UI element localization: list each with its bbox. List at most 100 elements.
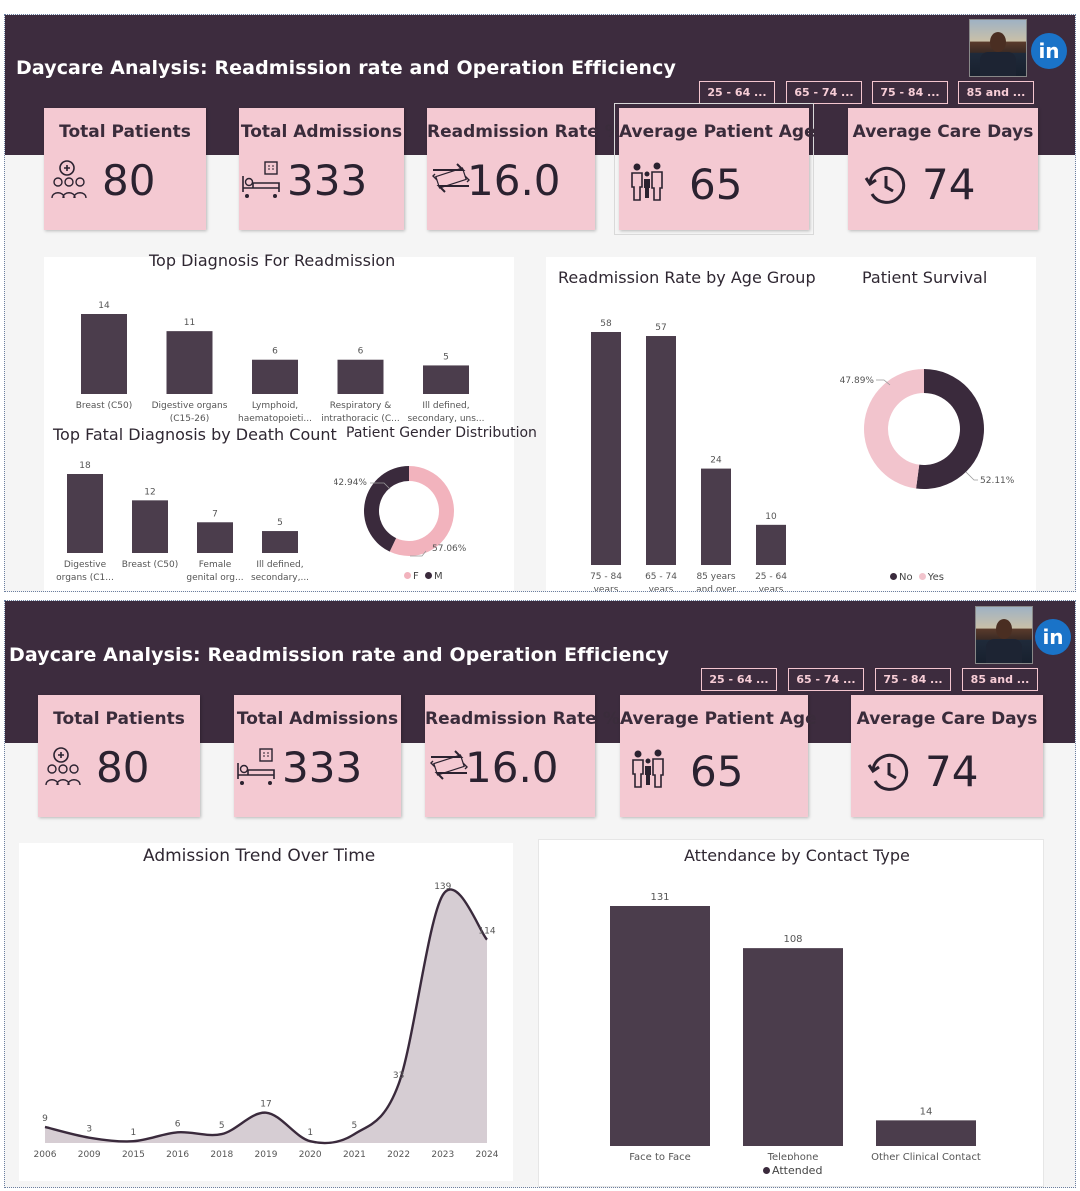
kpi-average-patient-age: Average Patient Age 65 [620, 695, 817, 817]
kpi-value: 74 [922, 160, 976, 209]
data-label: 18 [79, 461, 91, 471]
slicer-age-85-over[interactable]: 85 and ... [962, 668, 1038, 691]
kpi-label: Average Care Days [852, 122, 1034, 142]
bar [756, 524, 786, 565]
bar [132, 500, 168, 553]
x-tick-label: 2024 [476, 1150, 499, 1160]
slicer-age-25-64[interactable]: 25 - 64 ... [701, 668, 777, 691]
category-label: years [759, 585, 784, 591]
slicer-age-85-over[interactable]: 85 and ... [958, 81, 1034, 104]
category-label: years [594, 585, 619, 591]
slice-label: 47.89% [840, 376, 875, 386]
legend-label-m: M [433, 571, 443, 582]
slice-label: 42.94% [334, 478, 367, 488]
kpi-total-patients: Total Patients 80 [44, 108, 206, 230]
chart-title-attendance: Attendance by Contact Type [684, 846, 910, 865]
clock-history-icon [867, 753, 909, 791]
point-label: 139 [434, 882, 451, 892]
legend-dot-yes [918, 573, 926, 580]
kpi-label: Readmission Rate % [425, 709, 620, 729]
diagnosis-card: Top Diagnosis For Readmission 14 Breast (… [44, 251, 537, 591]
kpi-total-admissions: Total Admissions 333 [239, 108, 404, 230]
data-label: 7 [212, 509, 218, 519]
hospital-bed-icon [242, 161, 280, 198]
x-tick-label: 2022 [387, 1150, 410, 1160]
bar [610, 906, 710, 1146]
point-label: 5 [219, 1121, 225, 1131]
bar [743, 948, 843, 1146]
category-label: 65 - 74 [645, 572, 677, 582]
data-label: 108 [783, 934, 802, 945]
kpi-label: Total Admissions [236, 709, 399, 729]
kpi-readmission-rate: Readmission Rate % 16.0 [425, 695, 620, 817]
category-label: 75 - 84 [590, 572, 622, 582]
kpi-value: 16.0 [465, 743, 559, 792]
x-tick-label: 2019 [255, 1150, 278, 1160]
slicer-age-75-84[interactable]: 75 - 84 ... [875, 668, 951, 691]
family-icon [631, 162, 663, 201]
category-label: organs (C1... [56, 573, 114, 583]
fatal-diagnosis-chart: 18 Digestive organs (C1... 12 Breast (C50) 7 F… [56, 461, 309, 583]
linkedin-icon[interactable]: in [1031, 33, 1067, 69]
chart-title-fatal-diagnosis: Top Fatal Diagnosis by Death Count [53, 425, 337, 444]
donut-slice [916, 369, 984, 489]
data-label: 5 [277, 518, 283, 528]
category-label: years [649, 585, 674, 591]
slicer-age-75-84[interactable]: 75 - 84 ... [872, 81, 948, 104]
x-tick-label: 2006 [34, 1150, 57, 1160]
kpi-value: 65 [690, 747, 744, 796]
legend-dot-f [404, 572, 411, 579]
dashboard-title: Daycare Analysis: Readmission rate and O… [16, 57, 676, 79]
x-tick-label: 2020 [299, 1150, 322, 1160]
data-label: 11 [184, 318, 195, 328]
x-tick-label: 2021 [343, 1150, 366, 1160]
age-group-chart: 58 75 - 84 years 57 65 - 74 years 24 85 years an… [590, 319, 787, 591]
kpi-value: 333 [282, 743, 363, 792]
donut-slice [364, 466, 409, 552]
data-label: 14 [920, 1106, 933, 1117]
survival-legend: No Yes [890, 572, 944, 583]
point-label: 114 [478, 927, 495, 937]
bar [337, 359, 384, 394]
exchange-arrows-icon [432, 163, 470, 193]
category-label: haematopoieti... [238, 414, 312, 424]
kpi-value: 74 [925, 747, 979, 796]
slicer-age-25-64[interactable]: 25 - 64 ... [699, 81, 775, 104]
gender-legend: F M [404, 571, 443, 582]
legend-dot-m [424, 572, 432, 579]
legend-dot-no [890, 573, 897, 580]
category-label: Digestive organs [152, 401, 228, 411]
data-label: 10 [765, 512, 777, 522]
category-label: Respiratory & [330, 401, 391, 411]
dashboard-bottom: Daycare Analysis: Readmission rate and O… [4, 600, 1076, 1188]
slice-label: 57.06% [432, 544, 467, 554]
admission-trend-chart: 9 2006 3 2009 1 2015 6 2016 5 2018 17 2019 1 2020 5 202… [34, 882, 499, 1160]
category-label: Other Clinical Contact [871, 1152, 981, 1160]
point-label: 3 [86, 1125, 92, 1135]
x-tick-label: 2009 [78, 1150, 101, 1160]
readmission-diagnosis-chart: 14 Breast (C50) 11 Digestive organs (C15-26)… [76, 301, 485, 424]
category-label: Face to Face [629, 1152, 691, 1160]
bar [81, 314, 127, 394]
area-fill [45, 889, 487, 1144]
x-tick-label: 2016 [166, 1150, 189, 1160]
legend-dot-attended [763, 1167, 770, 1174]
donut-slice [864, 369, 924, 489]
bar [262, 531, 298, 553]
data-label: 24 [710, 456, 722, 466]
category-label: intrathoracic (C... [321, 414, 400, 424]
chart-title-readmission-diagnosis: Top Diagnosis For Readmission [149, 251, 396, 270]
slicer-age-65-74[interactable]: 65 - 74 ... [786, 81, 862, 104]
hospital-bed-icon [237, 748, 275, 785]
linkedin-icon[interactable]: in [1035, 619, 1071, 655]
trend-line [44, 888, 488, 1145]
dashboard-top: Daycare Analysis: Readmission rate and O… [4, 14, 1076, 592]
data-label: 131 [650, 892, 669, 903]
legend-label-yes: Yes [927, 572, 944, 583]
point-label: 6 [175, 1119, 181, 1129]
category-label: Breast (C50) [76, 401, 133, 411]
category-label: Lymphoid, [252, 401, 298, 411]
slicer-age-65-74[interactable]: 65 - 74 ... [788, 668, 864, 691]
point-label: 5 [352, 1121, 358, 1131]
kpi-label: Total Patients [53, 709, 185, 729]
